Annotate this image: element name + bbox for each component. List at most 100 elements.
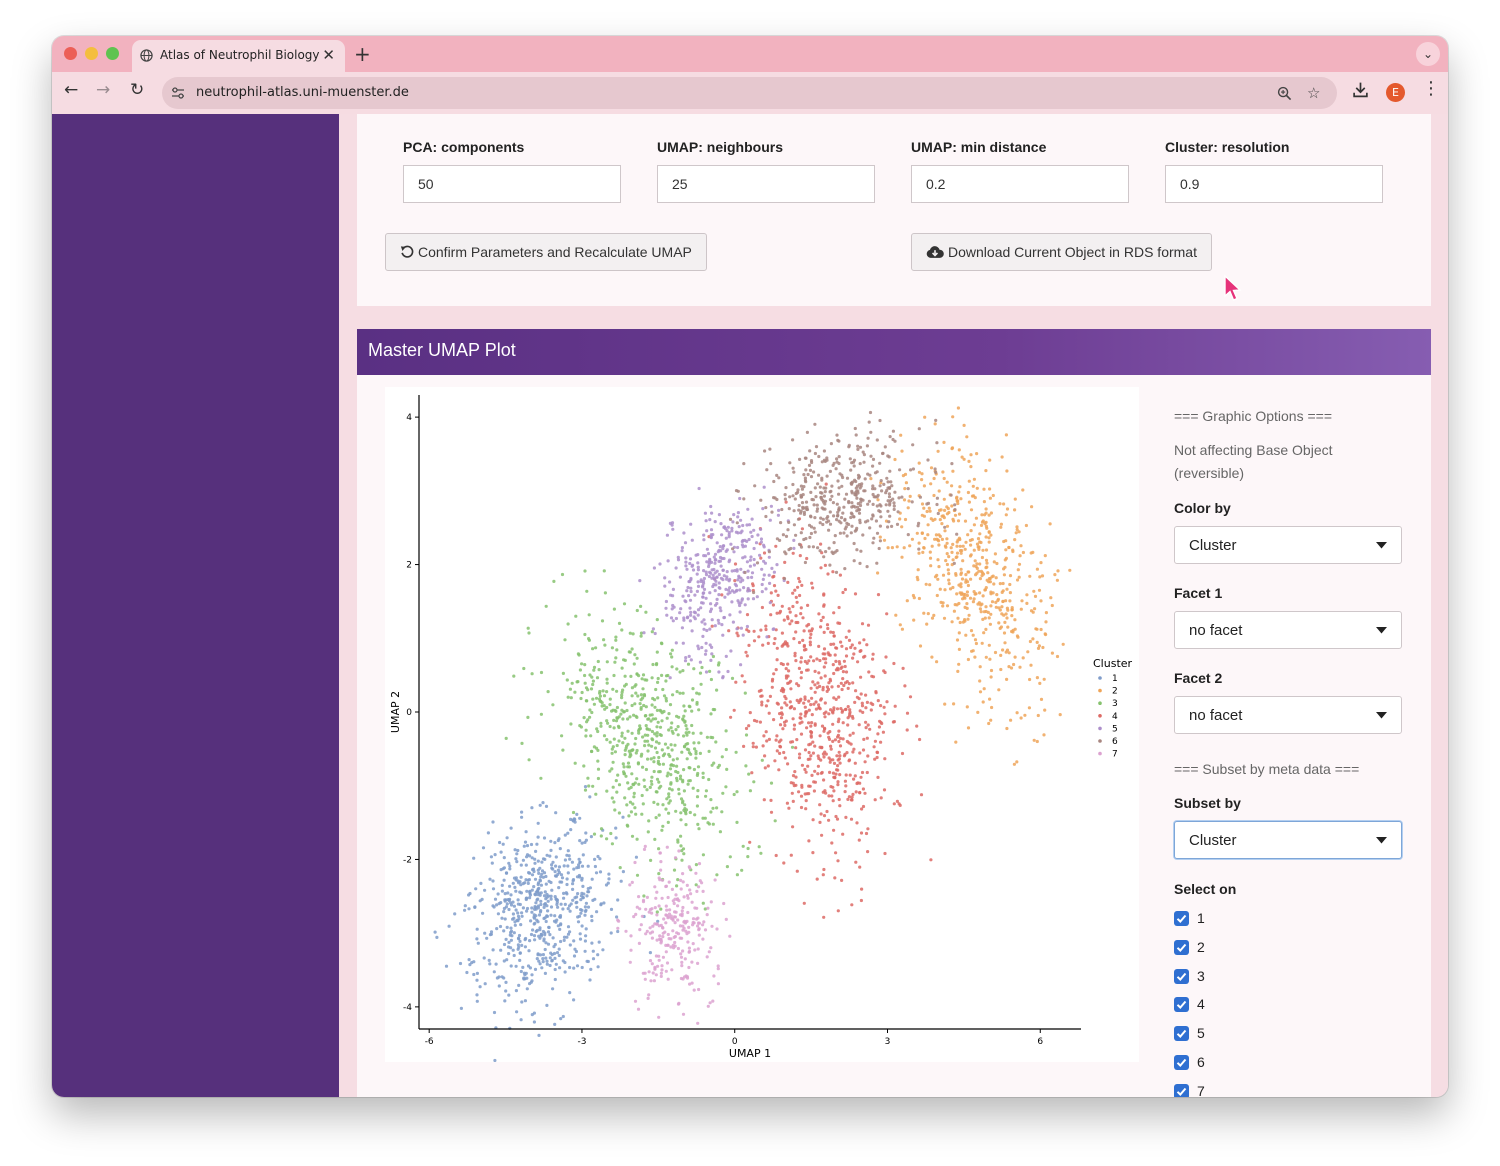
cluster-6-point xyxy=(854,433,858,437)
forward-button[interactable]: → xyxy=(96,80,111,100)
checkbox-checked[interactable] xyxy=(1174,1083,1189,1097)
pca-components-input[interactable] xyxy=(403,165,621,203)
zoom-icon[interactable] xyxy=(1277,86,1292,101)
cluster-resolution-input[interactable] xyxy=(1165,165,1383,203)
back-button[interactable]: ← xyxy=(64,80,79,100)
cluster-6-point xyxy=(853,426,857,431)
recalculate-umap-button[interactable]: Confirm Parameters and Recalculate UMAP xyxy=(385,233,707,271)
cluster-3-point xyxy=(708,669,712,673)
cluster-1-point xyxy=(561,1014,565,1019)
cluster-1-point xyxy=(541,953,545,957)
cluster-1-point xyxy=(656,919,660,923)
subset-by-select[interactable]: Cluster xyxy=(1174,821,1402,859)
checkbox-checked[interactable] xyxy=(1174,939,1189,955)
cluster-3-point xyxy=(688,810,692,815)
cluster-3-point xyxy=(703,907,707,911)
cluster-3-point xyxy=(644,724,648,728)
cluster-1-point xyxy=(532,1020,536,1024)
cluster-3-point xyxy=(616,716,620,720)
cluster-4-point xyxy=(752,639,757,643)
cluster-2-point xyxy=(876,571,880,575)
cluster-3-point xyxy=(714,740,718,744)
parameters-panel: PCA: components UMAP: neighbours UMAP: m… xyxy=(357,114,1431,306)
minimize-window-button[interactable] xyxy=(85,47,98,60)
cluster-3-point xyxy=(610,842,614,846)
facet-2-select[interactable]: no facet xyxy=(1174,696,1402,734)
cluster-5-point xyxy=(663,584,667,588)
cluster-1-point xyxy=(536,835,540,839)
cluster-2-point xyxy=(1043,554,1047,558)
cluster-2-point xyxy=(981,617,985,621)
cluster-3-point xyxy=(725,767,729,771)
cluster-5-point xyxy=(684,564,688,568)
color-by-select[interactable]: Cluster xyxy=(1174,526,1402,564)
cluster-1-point xyxy=(467,958,471,962)
cluster-6-point xyxy=(911,443,915,447)
close-window-button[interactable] xyxy=(64,47,77,60)
download-rds-button[interactable]: Download Current Object in RDS format xyxy=(911,233,1212,271)
new-tab-button[interactable]: + xyxy=(354,42,371,66)
bookmark-star-icon[interactable]: ☆ xyxy=(1307,84,1321,102)
cluster-7-point xyxy=(687,949,692,954)
umap-min-distance-input[interactable] xyxy=(911,165,1129,203)
checkbox-checked[interactable] xyxy=(1174,968,1189,984)
cluster-3-point xyxy=(651,717,655,721)
cluster-2-point xyxy=(989,668,994,673)
cluster-4-point xyxy=(831,570,835,574)
checkbox-checked[interactable] xyxy=(1174,997,1189,1013)
cluster-3-point xyxy=(587,784,591,788)
facet-1-select[interactable]: no facet xyxy=(1174,611,1402,649)
cluster-5-point xyxy=(687,594,691,598)
cluster-7-point xyxy=(667,937,671,941)
cluster-3-point xyxy=(686,662,691,666)
cluster-4-point xyxy=(793,651,797,655)
zoom-window-button[interactable] xyxy=(106,47,119,60)
cluster-7-point xyxy=(650,936,654,940)
checkbox-checked[interactable] xyxy=(1174,911,1189,926)
cluster-1-point xyxy=(539,891,543,895)
cluster-4-point xyxy=(860,704,865,708)
cluster-4-point xyxy=(770,685,774,689)
cluster-6-point xyxy=(802,485,806,489)
cluster-2-point xyxy=(975,562,979,566)
cluster-3-point xyxy=(644,610,648,614)
cluster-2-point xyxy=(937,508,942,512)
cluster-2-point xyxy=(946,568,950,572)
reload-button[interactable]: ↻ xyxy=(130,80,145,100)
download-icon[interactable] xyxy=(1352,81,1369,98)
cluster-1-point xyxy=(509,938,513,942)
umap-neighbours-input[interactable] xyxy=(657,165,875,203)
cluster-4-point xyxy=(828,760,832,764)
profile-avatar[interactable]: E xyxy=(1386,83,1405,102)
checkbox-checked[interactable] xyxy=(1174,1026,1189,1042)
cluster-4-point xyxy=(772,641,776,646)
cluster-4-point xyxy=(846,716,850,720)
cluster-1-point xyxy=(486,831,490,835)
cluster-7-point xyxy=(672,901,676,906)
close-tab-icon[interactable]: ✕ xyxy=(322,46,335,64)
cluster-3-point xyxy=(657,872,661,876)
cluster-2-point xyxy=(988,697,992,701)
cluster-7-point xyxy=(659,860,663,864)
cluster-6-point xyxy=(885,476,889,480)
cluster-3-point xyxy=(594,646,598,650)
tab-search-chevron-icon[interactable]: ⌄ xyxy=(1416,42,1440,66)
cluster-3-point xyxy=(697,827,701,831)
cluster-3-point xyxy=(617,783,622,787)
cluster-3-point xyxy=(614,635,618,639)
checkbox-checked[interactable] xyxy=(1174,1055,1189,1070)
cluster-5-point xyxy=(728,586,732,590)
cluster-4-point xyxy=(816,764,820,768)
browser-menu-icon[interactable]: ⋮ xyxy=(1422,78,1440,99)
cluster-3-point xyxy=(655,790,659,794)
cluster-3-point xyxy=(692,767,696,772)
cluster-4-point xyxy=(844,635,848,639)
site-settings-icon[interactable] xyxy=(171,86,185,100)
cluster-1-point xyxy=(467,893,471,897)
cluster-4-point xyxy=(778,745,783,749)
cluster-3-point xyxy=(697,708,701,712)
browser-tab[interactable]: Atlas of Neutrophil Biology ✕ xyxy=(132,40,345,72)
address-bar[interactable]: neutrophil-atlas.uni-muenster.de ☆ xyxy=(162,77,1337,109)
cluster-4-point xyxy=(857,697,861,701)
cluster-4-point xyxy=(861,787,865,791)
